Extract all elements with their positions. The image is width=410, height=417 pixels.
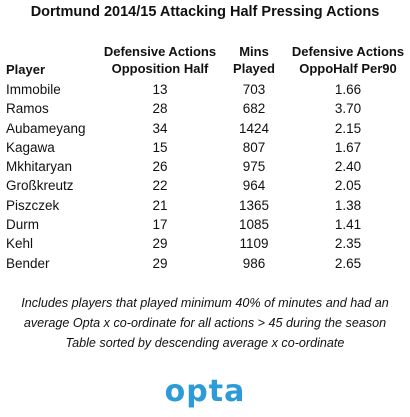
cell-per90: 2.65 [334, 255, 362, 271]
cell-per90: 3.70 [334, 101, 362, 117]
header-mins-line-2: Played [233, 61, 275, 76]
cell-player: Ramos [6, 101, 49, 117]
cell-defensive-actions: 22 [152, 178, 168, 194]
cell-defensive-actions: 13 [152, 82, 168, 97]
cell-per90: 2.05 [334, 178, 362, 194]
cell-mins-played: 1424 [238, 120, 270, 136]
table-row: Mkhitaryan 26 975 2.40 [0, 157, 410, 176]
cell-per90: 1.38 [334, 197, 362, 213]
cell-player: Mkhitaryan [6, 159, 73, 175]
page-title: Dortmund 2014/15 Attacking Half Pressing… [30, 4, 380, 20]
cell-player: Kagawa [6, 139, 55, 155]
table-row: Immobile 13 703 1.66 [0, 80, 410, 99]
cell-per90: 1.67 [334, 139, 362, 155]
cell-defensive-actions: 17 [152, 217, 168, 233]
header-defensive-actions-line-2: Opposition Half [111, 61, 209, 76]
table-body: Immobile 13 703 1.66 Ramos 28 682 3.70 Aubameyan… [0, 80, 410, 273]
footnotes: Includes players that played minimum 40%… [0, 293, 410, 353]
header-defensive-actions-line-1: Defensive Actions [103, 44, 217, 59]
cell-mins-played: 682 [242, 101, 266, 117]
table-row: Durm 17 1085 1.41 [0, 215, 410, 234]
cell-per90: 1.41 [334, 217, 362, 233]
cell-mins-played: 1085 [238, 217, 270, 233]
opta-logo: opta [164, 374, 246, 409]
cell-mins-played: 975 [242, 159, 266, 175]
header-player: Player [6, 62, 46, 77]
cell-player: Immobile [6, 82, 61, 97]
header-per90-line-2: OppoHalf Per90 [299, 61, 397, 76]
table-row: Aubameyang 34 1424 2.15 [0, 119, 410, 138]
table-row: Piszczek 21 1365 1.38 [0, 196, 410, 215]
cell-mins-played: 986 [242, 255, 266, 271]
table-row: Kehl 29 1109 2.35 [0, 234, 410, 253]
cell-player: Großkreutz [6, 178, 74, 194]
cell-player: Durm [6, 217, 39, 233]
cell-per90: 2.35 [334, 236, 362, 252]
cell-mins-played: 807 [242, 139, 266, 155]
footnote-line: Includes players that played minimum 40%… [21, 296, 389, 310]
table-row: Großkreutz 22 964 2.05 [0, 176, 410, 195]
cell-player: Kehl [6, 236, 34, 252]
cell-per90: 2.15 [334, 120, 362, 136]
header-per90-line-1: Defensive Actions [291, 44, 405, 59]
cell-mins-played: 964 [242, 178, 266, 194]
header-defensive-actions: Defensive Actions Opposition Half [100, 43, 220, 77]
cell-per90: 2.40 [334, 159, 362, 175]
cell-defensive-actions: 21 [152, 197, 168, 213]
table-header: Player Defensive Actions Opposition Half… [0, 43, 410, 79]
footnote-line: average Opta x co-ordinate for all actio… [23, 316, 387, 330]
cell-defensive-actions: 29 [152, 255, 168, 271]
cell-player: Bender [6, 255, 50, 271]
cell-per90: 1.66 [334, 82, 362, 97]
cell-defensive-actions: 28 [152, 101, 168, 117]
cell-player: Aubameyang [6, 120, 86, 136]
header-mins-line-1: Mins [239, 44, 269, 59]
cell-defensive-actions: 26 [152, 159, 168, 175]
footnote-line: Table sorted by descending average x co-… [65, 336, 345, 350]
cell-defensive-actions: 15 [152, 139, 168, 155]
cell-defensive-actions: 29 [152, 236, 168, 252]
cell-defensive-actions: 34 [152, 120, 168, 136]
cell-mins-played: 703 [242, 82, 266, 97]
cell-mins-played: 1365 [238, 197, 270, 213]
header-per90: Defensive Actions OppoHalf Per90 [284, 43, 410, 77]
header-mins-played: Mins Played [225, 43, 283, 77]
table-row: Ramos 28 682 3.70 [0, 99, 410, 118]
table-row: Bender 29 986 2.65 [0, 254, 410, 273]
table-row: Kagawa 15 807 1.67 [0, 138, 410, 157]
cell-mins-played: 1109 [239, 236, 269, 252]
cell-player: Piszczek [6, 197, 60, 213]
